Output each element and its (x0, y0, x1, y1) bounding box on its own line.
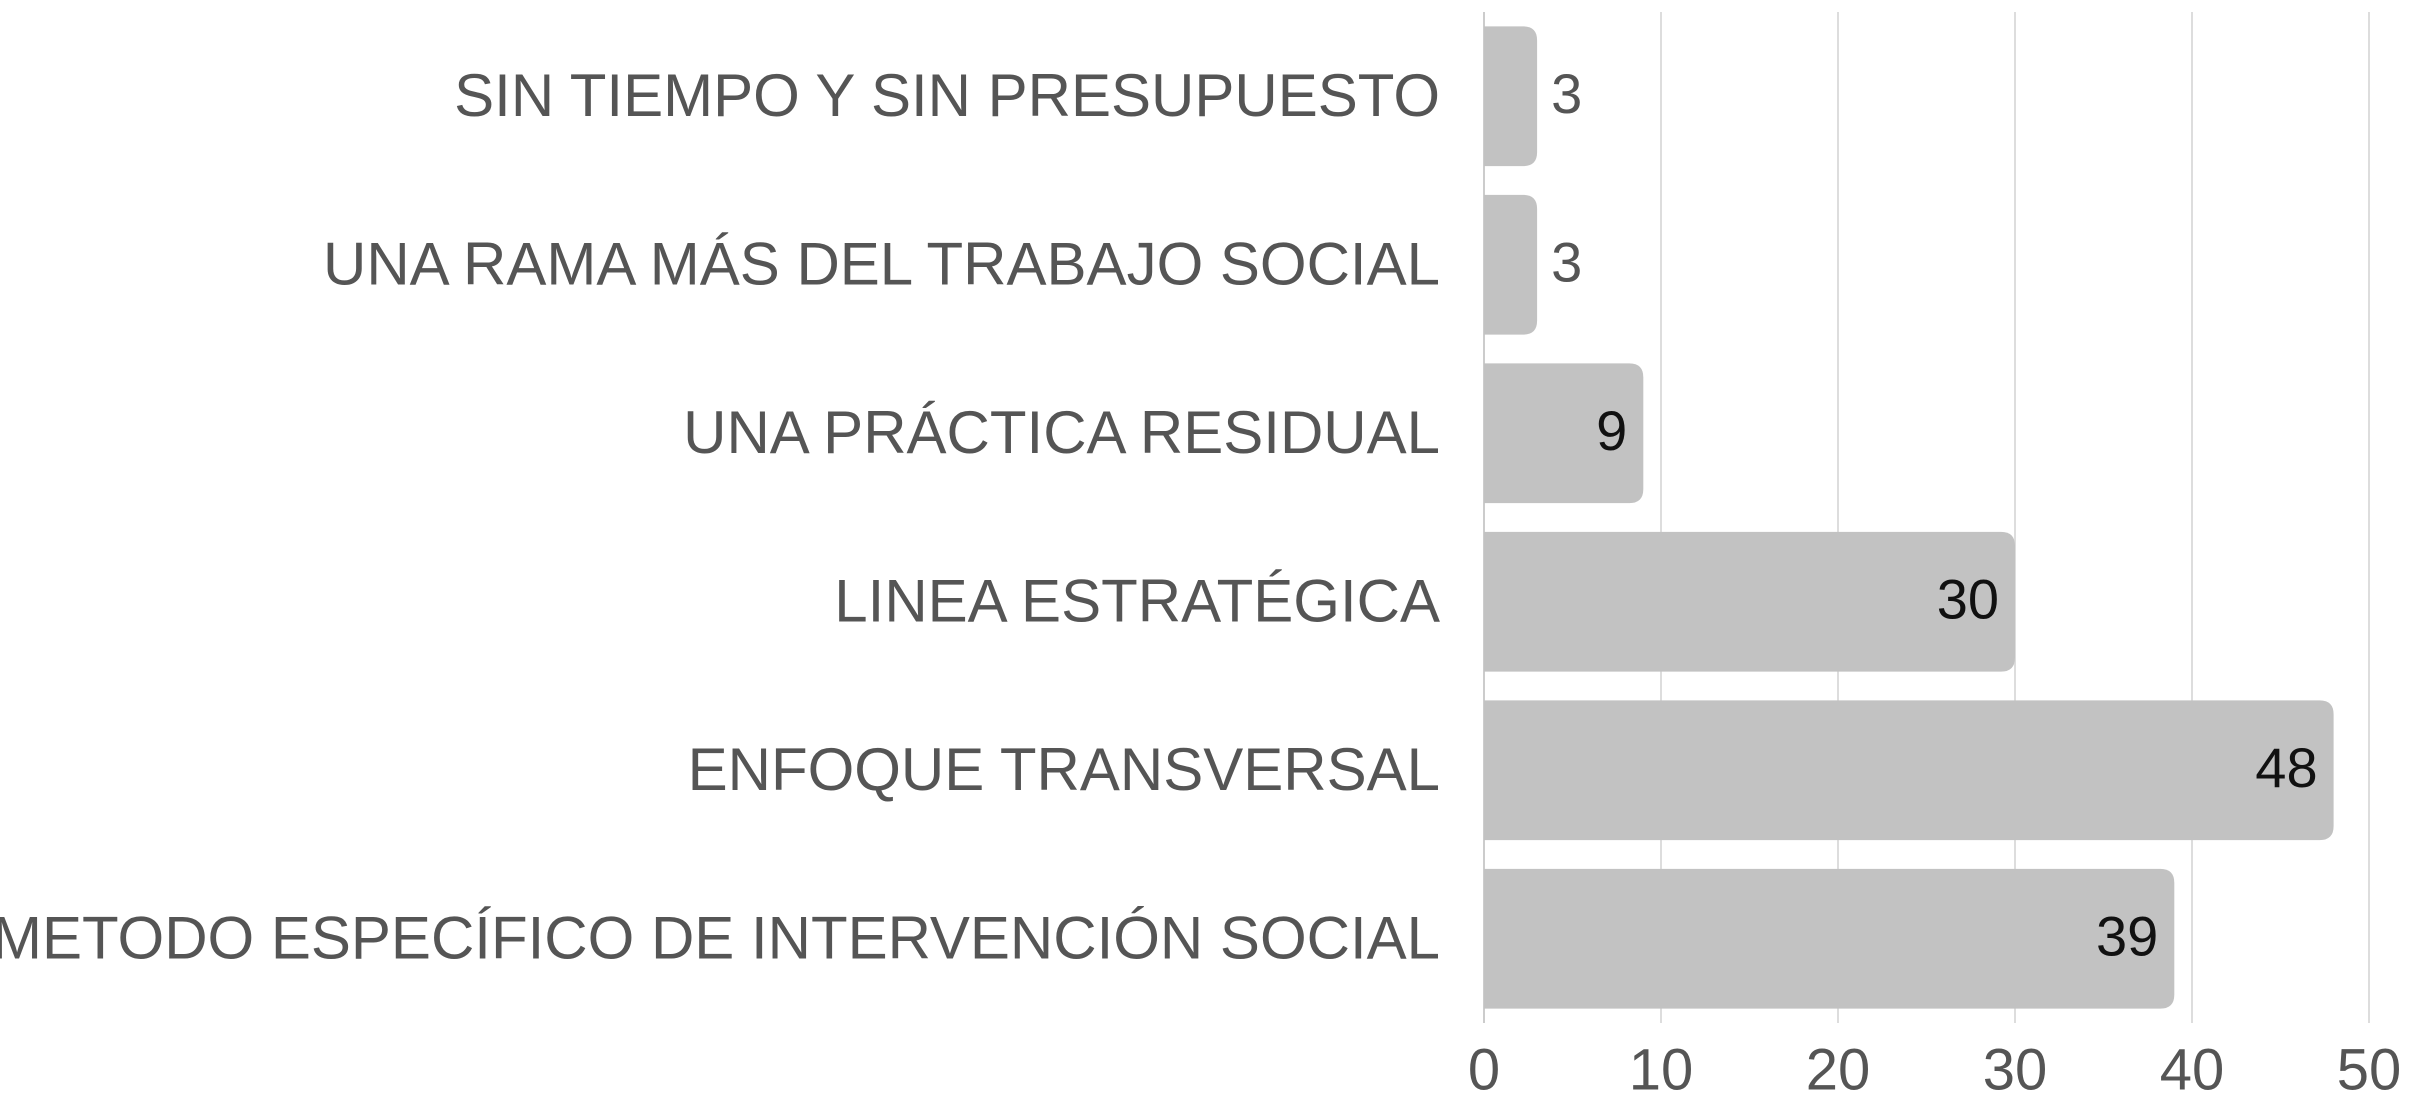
y-tick-label: SIN TIEMPO Y SIN PRESUPUESTO (454, 62, 1440, 129)
bar (1484, 194, 1538, 335)
y-tick-label: ENFOQUE TRANSVERSAL (688, 736, 1440, 803)
value-label: 3 (1551, 231, 1582, 294)
value-label: 39 (2096, 905, 2158, 968)
x-tick-label: 40 (2160, 1037, 2225, 1102)
x-tick-label: 20 (1806, 1037, 1871, 1102)
x-tick-label: 0 (1468, 1037, 1500, 1102)
bar (1484, 700, 2334, 841)
bar (1484, 26, 1538, 167)
value-label: 9 (1596, 399, 1627, 462)
value-label: 3 (1551, 62, 1582, 125)
y-tick-label: LINEA ESTRATÉGICA (834, 568, 1440, 635)
x-tick-label: 10 (1629, 1037, 1694, 1102)
x-tick-label: 30 (1983, 1037, 2048, 1102)
bar (1484, 363, 1644, 504)
value-label: 30 (1937, 568, 1999, 631)
value-label: 48 (2255, 736, 2317, 799)
y-tick-label: UNA RAMA MÁS DEL TRABAJO SOCIAL (323, 231, 1440, 298)
y-tick-label: METODO ESPECÍFICO DE INTERVENCIÓN SOCIAL (0, 905, 1440, 972)
x-tick-label: 50 (2337, 1037, 2402, 1102)
y-tick-label: UNA PRÁCTICA RESIDUAL (683, 399, 1440, 466)
bar (1484, 868, 2175, 1009)
bar (1484, 531, 2015, 672)
